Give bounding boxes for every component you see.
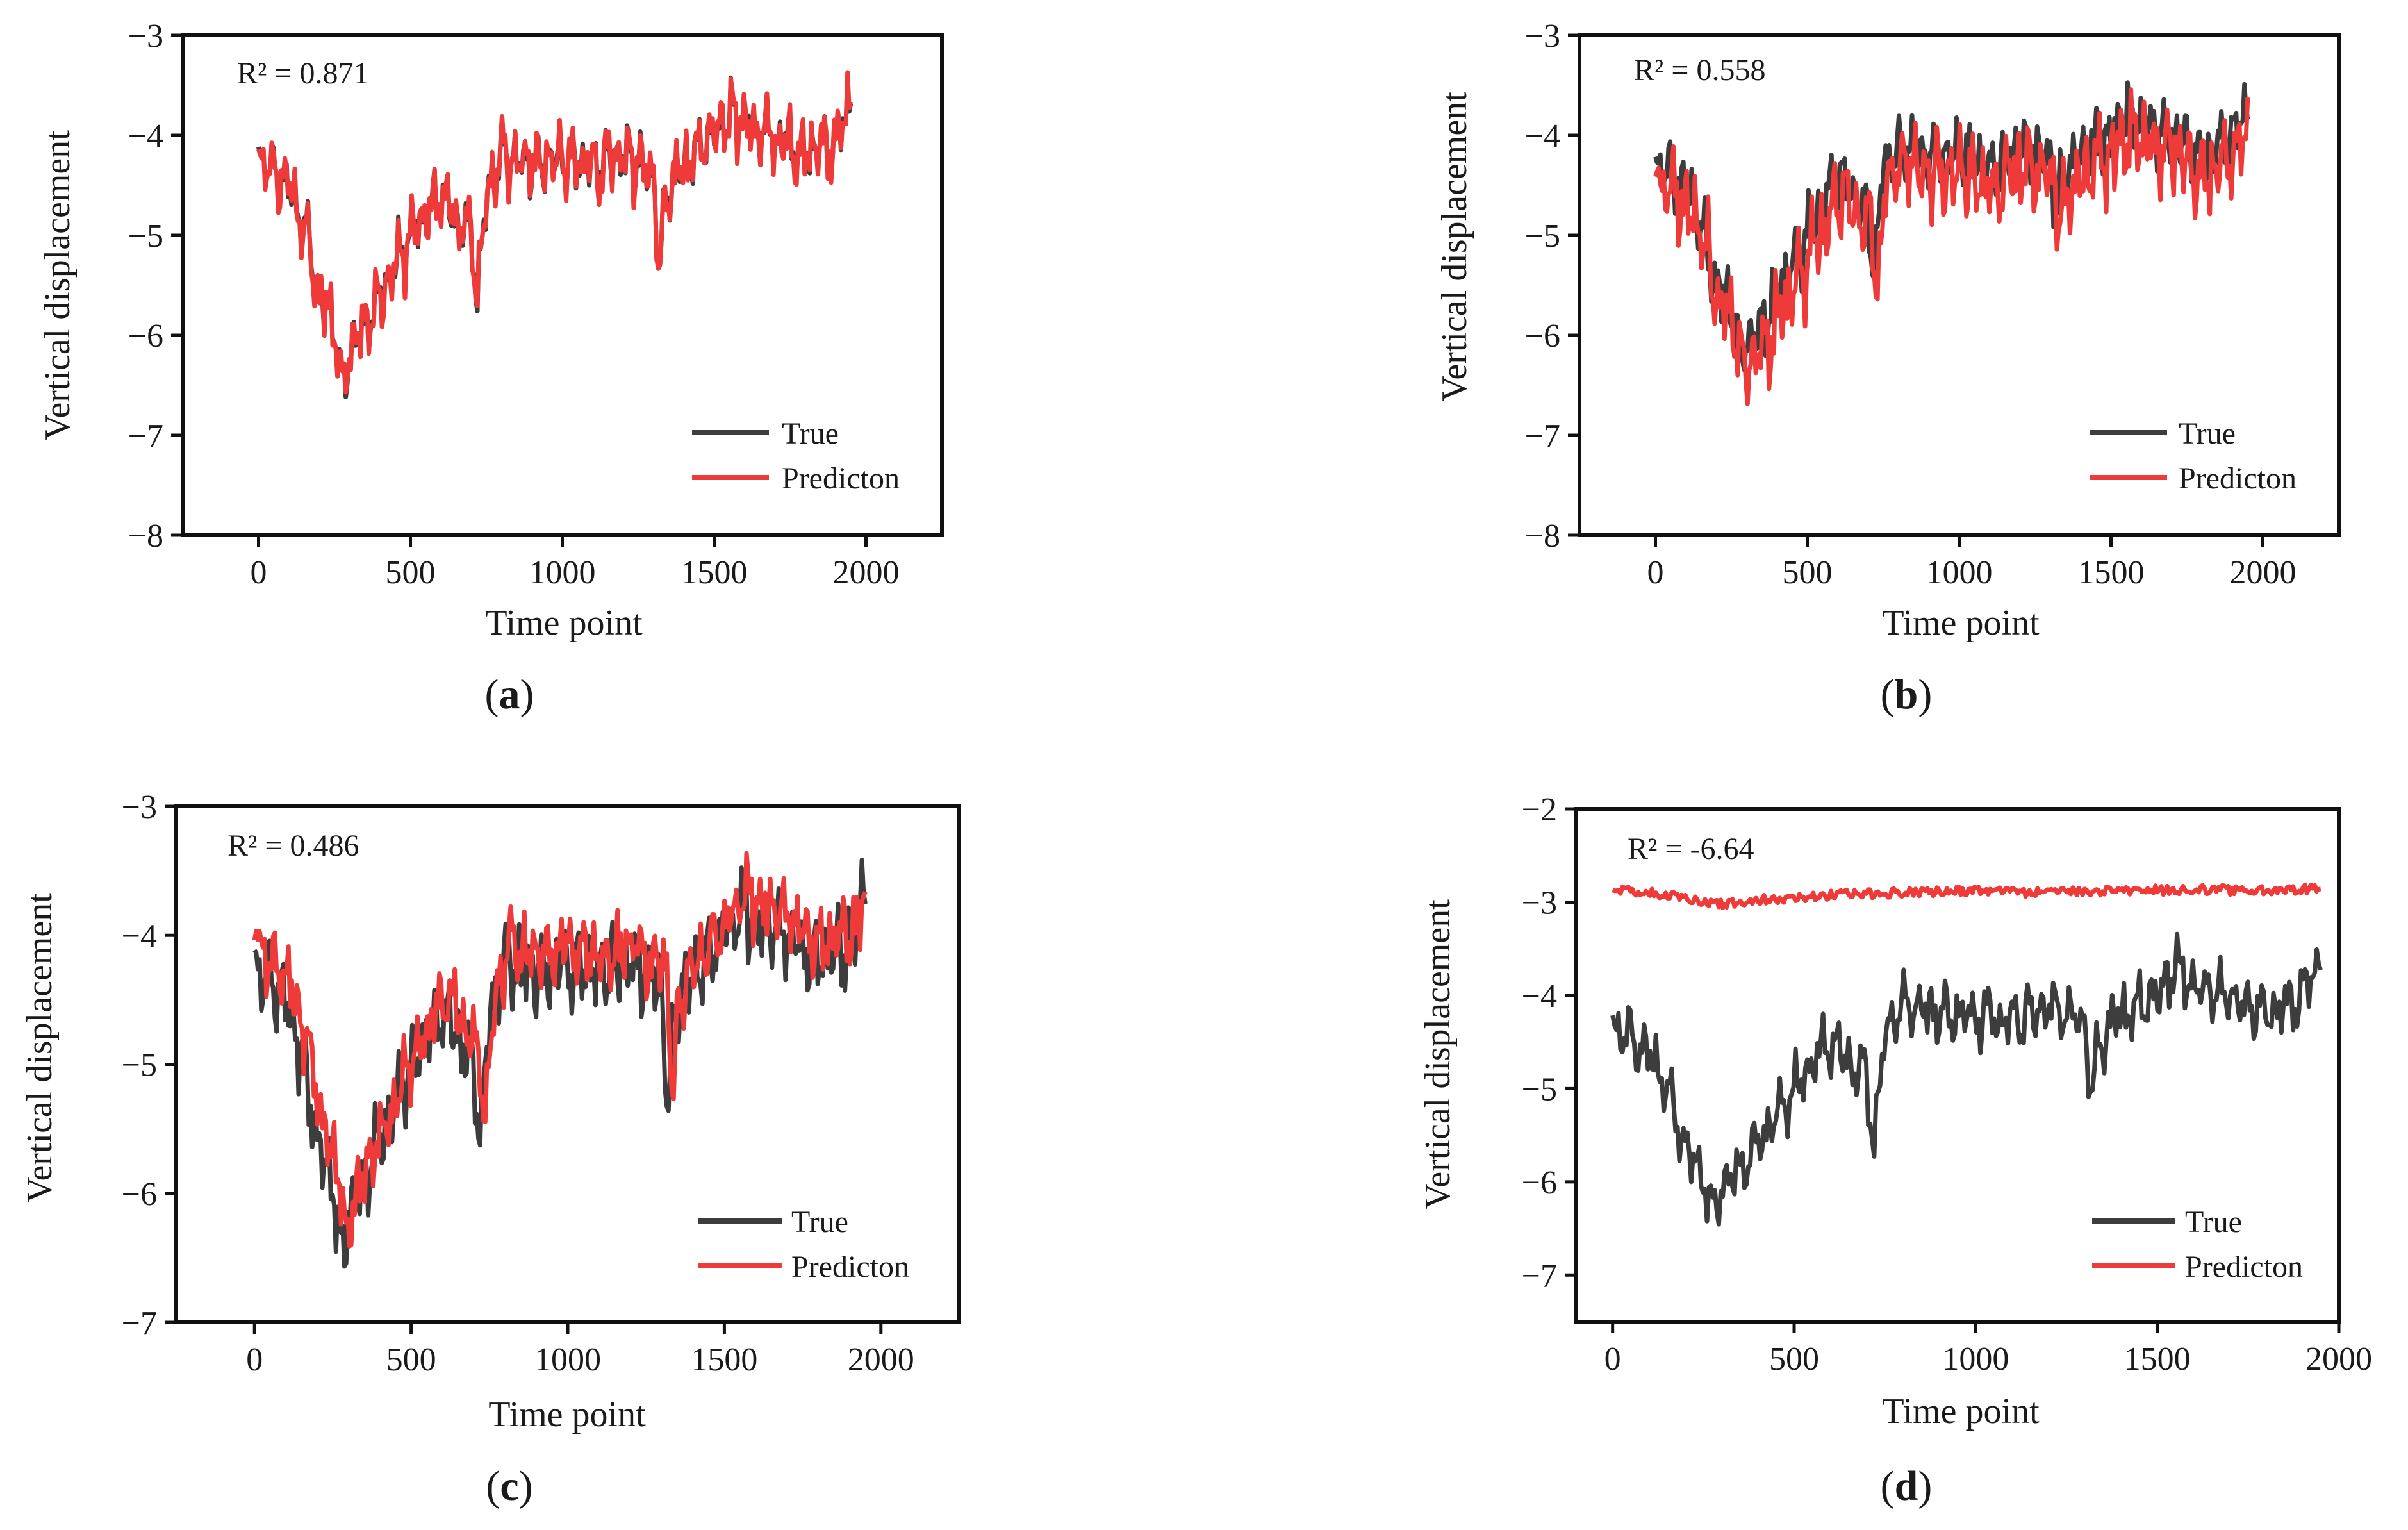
series-line-true-a — [256, 75, 854, 400]
legend-label-true-c: True — [791, 1205, 848, 1239]
y-tick-label-b: −8 — [1525, 518, 1560, 554]
x-tick-label-c: 2000 — [848, 1342, 914, 1378]
x-tick-label-c: 1000 — [534, 1342, 601, 1378]
y-axis-label-b: Vertical displacement — [1435, 92, 1474, 402]
y-tick-label-b: −6 — [1525, 318, 1560, 354]
plot-frame-a — [181, 33, 944, 537]
y-tick-label-a: −4 — [128, 118, 163, 154]
series-line-prediction-b — [1653, 87, 2250, 406]
y-tick-label-d: −2 — [1522, 792, 1557, 828]
series-c — [252, 851, 868, 1269]
r2-annotation-d: R² = -6.64 — [1628, 832, 1754, 866]
y-tick-label-a: −7 — [128, 418, 163, 454]
x-axis-label-c: Time point — [488, 1395, 646, 1434]
legend-label-prediction-d: Predicton — [2185, 1250, 2303, 1284]
panel-b: 0 500 1000 1500 2000−3−4−5−6−7−8 R² = 0.558 … — [1435, 18, 2341, 718]
r2-annotation-c: R² = 0.486 — [227, 829, 359, 863]
x-tick-label-b: 500 — [1783, 554, 1833, 591]
y-tick-label-b: −5 — [1525, 218, 1560, 254]
panel-letter-c: c — [500, 1463, 518, 1509]
legend-c: True Predicton — [698, 1205, 909, 1284]
x-axis-label-b: Time point — [1882, 603, 2040, 643]
legend-label-prediction-a: Predicton — [782, 461, 900, 495]
x-tick-label-a: 0 — [251, 554, 267, 591]
x-axis-label-a: Time point — [485, 603, 643, 643]
x-tick-label-a: 1000 — [529, 554, 596, 591]
y-tick-label-c: −3 — [122, 789, 157, 826]
y-tick-label-b: −4 — [1525, 118, 1560, 154]
y-tick-label-c: −5 — [122, 1047, 157, 1084]
y-tick-label-b: −3 — [1525, 18, 1560, 54]
x-tick-label-d: 500 — [1769, 1341, 1819, 1377]
x-tick-label-b: 0 — [1647, 554, 1664, 591]
series-line-prediction-c — [252, 851, 868, 1249]
legend-label-true-a: True — [782, 417, 839, 451]
y-tick-label-b: −7 — [1525, 418, 1560, 454]
y-tick-label-c: −4 — [122, 918, 157, 954]
y-tick-label-a: −5 — [128, 218, 163, 254]
plot-frame-c — [174, 804, 961, 1324]
y-tick-label-d: −7 — [1522, 1258, 1557, 1294]
panel-letter-b: b — [1895, 671, 1918, 718]
legend-label-prediction-c: Predicton — [791, 1250, 909, 1284]
legend-label-true-d: True — [2185, 1205, 2242, 1239]
r2-annotation-a: R² = 0.871 — [237, 56, 368, 90]
y-tick-label-c: −7 — [122, 1305, 157, 1342]
x-tick-label-d: 1500 — [2124, 1341, 2191, 1377]
plot-frame-d — [1574, 807, 2341, 1324]
panel-letter-a: a — [499, 671, 520, 718]
y-axis-label-a: Vertical displacement — [38, 130, 78, 440]
series-d — [1610, 882, 2323, 1227]
x-tick-label-c: 500 — [386, 1342, 436, 1378]
x-tick-label-d: 2000 — [2305, 1341, 2372, 1377]
r2-annotation-b: R² = 0.558 — [1634, 53, 1765, 87]
legend-label-prediction-b: Predicton — [2179, 461, 2297, 495]
panel-label-a: (a) — [485, 671, 534, 718]
series-line-prediction-d — [1612, 882, 2321, 911]
series-line-true-d — [1610, 931, 2323, 1227]
x-tick-label-b: 1000 — [1926, 554, 1993, 591]
panel-label-c: (c) — [486, 1463, 532, 1509]
y-tick-label-c: −6 — [122, 1176, 157, 1213]
x-tick-label-c: 1500 — [691, 1342, 757, 1378]
legend-a: True Predicton — [692, 417, 900, 495]
y-tick-label-a: −6 — [128, 318, 163, 354]
y-tick-label-d: −6 — [1522, 1165, 1557, 1201]
panel-label-d: (d) — [1881, 1463, 1933, 1509]
y-axis-label-c: Vertical displacement — [20, 893, 60, 1203]
legend-b: True Predicton — [2090, 417, 2297, 495]
series-line-prediction-a — [256, 70, 854, 395]
y-tick-label-d: −5 — [1522, 1071, 1557, 1108]
x-tick-label-b: 1500 — [2078, 554, 2145, 591]
series-b — [1653, 80, 2250, 406]
series-line-true-b — [1653, 80, 2250, 372]
panel-d: 0 500 1000 1500 2000−2−3−4−5−6−7 R² = -6.64 … — [1418, 792, 2372, 1509]
x-tick-label-a: 1500 — [681, 554, 748, 591]
x-axis-label-d: Time point — [1882, 1392, 2040, 1431]
x-tick-label-d: 1000 — [1942, 1341, 2009, 1377]
x-tick-label-a: 500 — [386, 554, 436, 591]
ticks-d: 0 500 1000 1500 2000 −2 −3 −4 −5 −6 −7 — [1522, 792, 2372, 1377]
panel-a: 0 500 1000 1500 2000−3−4−5−6−7−8 R² = 0.871 … — [38, 18, 944, 718]
panel-letter-d: d — [1895, 1463, 1918, 1509]
legend-d: True Predicton — [2092, 1205, 2303, 1284]
y-tick-label-d: −3 — [1522, 885, 1557, 921]
x-tick-label-a: 2000 — [833, 554, 900, 591]
x-tick-label-d: 0 — [1604, 1341, 1621, 1377]
y-tick-label-a: −3 — [128, 18, 163, 54]
ticks-b: 0 500 1000 1500 2000 −3 −4 −5 −6 −7 −8 — [1525, 18, 2297, 591]
panel-c: 0 500 1000 1500 2000 −3 −4 −5 −6 −7 R² = 0.486 Ve… — [20, 789, 961, 1509]
ticks-c: 0 500 1000 1500 2000 −3 −4 −5 −6 −7 — [122, 789, 914, 1378]
series-a — [256, 70, 854, 400]
plot-frame-b — [1578, 33, 2341, 537]
y-tick-label-a: −8 — [128, 518, 163, 554]
y-axis-label-d: Vertical displacement — [1418, 899, 1458, 1210]
y-tick-label-d: −4 — [1522, 978, 1557, 1015]
x-tick-label-b: 2000 — [2230, 554, 2297, 591]
ticks-a: 0 500 1000 1500 2000 −3 −4 −5 −6 −7 −8 — [128, 18, 900, 591]
panel-label-b: (b) — [1881, 671, 1933, 718]
legend-label-true-b: True — [2179, 417, 2236, 451]
x-tick-label-c: 0 — [246, 1342, 263, 1378]
